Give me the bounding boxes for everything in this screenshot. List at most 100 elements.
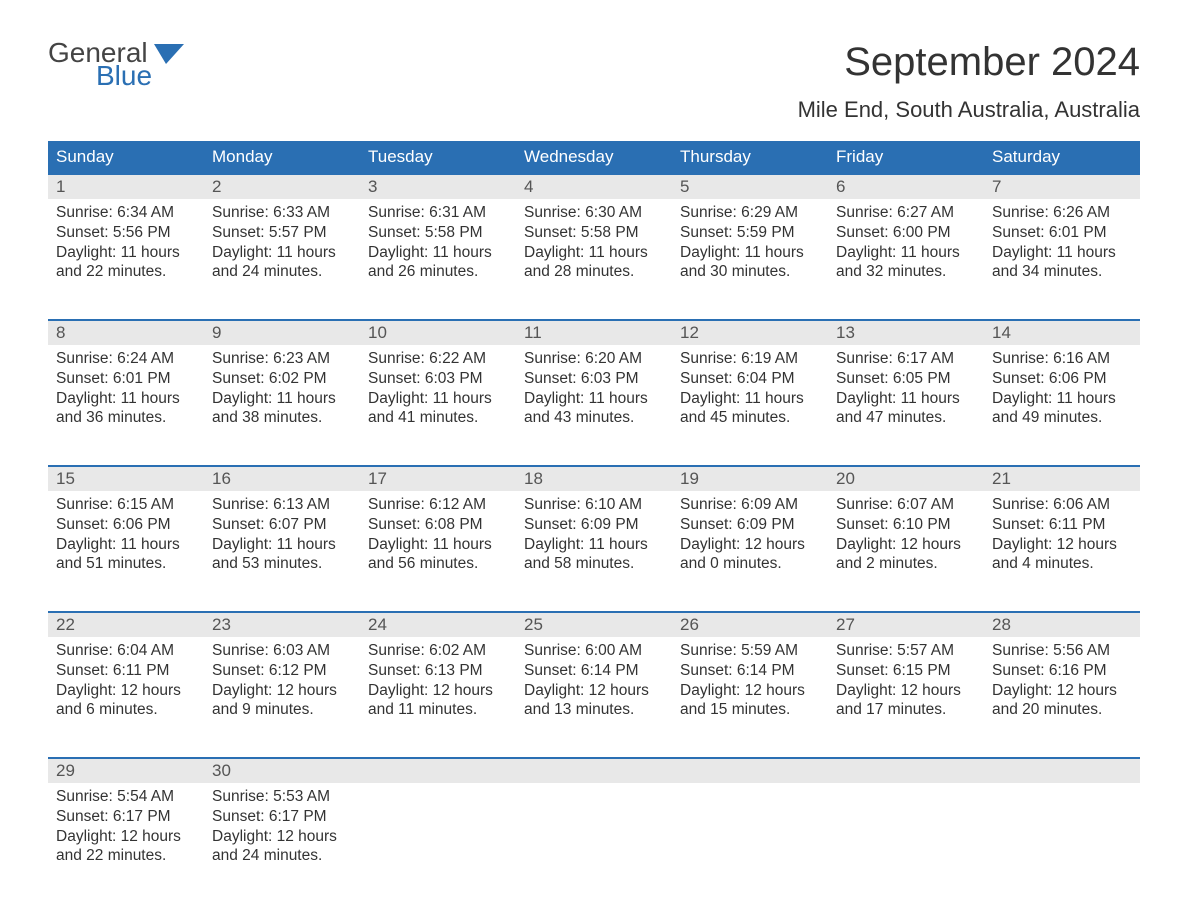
day-number: 6 — [828, 175, 984, 199]
sunrise-text: Sunrise: 6:27 AM — [836, 203, 976, 223]
day-cell: Sunrise: 6:26 AMSunset: 6:01 PMDaylight:… — [984, 199, 1140, 305]
day-number: 19 — [672, 467, 828, 491]
daylight-text-1: Daylight: 11 hours — [524, 389, 664, 409]
day-cell — [828, 783, 984, 889]
daylight-text-1: Daylight: 11 hours — [836, 389, 976, 409]
sunset-text: Sunset: 6:15 PM — [836, 661, 976, 681]
daylight-text-2: and 2 minutes. — [836, 554, 976, 574]
day-cell: Sunrise: 6:07 AMSunset: 6:10 PMDaylight:… — [828, 491, 984, 597]
sunrise-text: Sunrise: 6:15 AM — [56, 495, 196, 515]
day-cell — [360, 783, 516, 889]
week-row: 22232425262728Sunrise: 6:04 AMSunset: 6:… — [48, 611, 1140, 743]
sunrise-text: Sunrise: 6:04 AM — [56, 641, 196, 661]
sunrise-text: Sunrise: 6:13 AM — [212, 495, 352, 515]
daylight-text-1: Daylight: 11 hours — [680, 243, 820, 263]
daylight-text-1: Daylight: 12 hours — [992, 681, 1132, 701]
day-cell: Sunrise: 6:27 AMSunset: 6:00 PMDaylight:… — [828, 199, 984, 305]
sunset-text: Sunset: 6:17 PM — [56, 807, 196, 827]
day-of-week-cell: Thursday — [672, 141, 828, 173]
sunset-text: Sunset: 6:14 PM — [524, 661, 664, 681]
daylight-text-1: Daylight: 12 hours — [836, 535, 976, 555]
day-number: 18 — [516, 467, 672, 491]
day-cell: Sunrise: 6:12 AMSunset: 6:08 PMDaylight:… — [360, 491, 516, 597]
daylight-text-2: and 22 minutes. — [56, 846, 196, 866]
sunset-text: Sunset: 6:06 PM — [56, 515, 196, 535]
sunset-text: Sunset: 6:01 PM — [992, 223, 1132, 243]
daylight-text-1: Daylight: 11 hours — [524, 535, 664, 555]
daylight-text-2: and 53 minutes. — [212, 554, 352, 574]
day-of-week-cell: Sunday — [48, 141, 204, 173]
sunset-text: Sunset: 5:58 PM — [524, 223, 664, 243]
day-number: 21 — [984, 467, 1140, 491]
daylight-text-1: Daylight: 11 hours — [524, 243, 664, 263]
day-number: 14 — [984, 321, 1140, 345]
sunrise-text: Sunrise: 6:02 AM — [368, 641, 508, 661]
week-row: 891011121314Sunrise: 6:24 AMSunset: 6:01… — [48, 319, 1140, 451]
day-number: 11 — [516, 321, 672, 345]
daylight-text-1: Daylight: 11 hours — [680, 389, 820, 409]
sunset-text: Sunset: 6:06 PM — [992, 369, 1132, 389]
day-number: 13 — [828, 321, 984, 345]
sunset-text: Sunset: 5:57 PM — [212, 223, 352, 243]
title-block: September 2024 Mile End, South Australia… — [798, 40, 1140, 123]
sunrise-text: Sunrise: 6:24 AM — [56, 349, 196, 369]
daylight-text-2: and 9 minutes. — [212, 700, 352, 720]
sunrise-text: Sunrise: 6:17 AM — [836, 349, 976, 369]
daylight-text-2: and 17 minutes. — [836, 700, 976, 720]
day-of-week-cell: Tuesday — [360, 141, 516, 173]
daylight-text-2: and 36 minutes. — [56, 408, 196, 428]
daylight-text-2: and 11 minutes. — [368, 700, 508, 720]
day-cell: Sunrise: 5:57 AMSunset: 6:15 PMDaylight:… — [828, 637, 984, 743]
daylight-text-1: Daylight: 12 hours — [836, 681, 976, 701]
sunrise-text: Sunrise: 6:00 AM — [524, 641, 664, 661]
day-number: 28 — [984, 613, 1140, 637]
daylight-text-1: Daylight: 11 hours — [212, 243, 352, 263]
daylight-text-2: and 20 minutes. — [992, 700, 1132, 720]
day-number-row: 891011121314 — [48, 321, 1140, 345]
sunset-text: Sunset: 5:58 PM — [368, 223, 508, 243]
sunrise-text: Sunrise: 6:20 AM — [524, 349, 664, 369]
sunset-text: Sunset: 6:04 PM — [680, 369, 820, 389]
daylight-text-2: and 45 minutes. — [680, 408, 820, 428]
sunrise-text: Sunrise: 6:09 AM — [680, 495, 820, 515]
daylight-text-2: and 4 minutes. — [992, 554, 1132, 574]
sunrise-text: Sunrise: 6:33 AM — [212, 203, 352, 223]
day-number: 24 — [360, 613, 516, 637]
daylight-text-1: Daylight: 12 hours — [680, 535, 820, 555]
sunrise-text: Sunrise: 6:30 AM — [524, 203, 664, 223]
sunrise-text: Sunrise: 6:06 AM — [992, 495, 1132, 515]
daylight-text-2: and 6 minutes. — [56, 700, 196, 720]
day-number — [672, 759, 828, 783]
day-number: 27 — [828, 613, 984, 637]
sunset-text: Sunset: 6:11 PM — [992, 515, 1132, 535]
daylight-text-1: Daylight: 11 hours — [56, 243, 196, 263]
day-cell: Sunrise: 6:02 AMSunset: 6:13 PMDaylight:… — [360, 637, 516, 743]
sunrise-text: Sunrise: 6:12 AM — [368, 495, 508, 515]
sunrise-text: Sunrise: 6:10 AM — [524, 495, 664, 515]
sunset-text: Sunset: 6:00 PM — [836, 223, 976, 243]
day-cell: Sunrise: 5:54 AMSunset: 6:17 PMDaylight:… — [48, 783, 204, 889]
week-row: 2930Sunrise: 5:54 AMSunset: 6:17 PMDayli… — [48, 757, 1140, 889]
day-cell: Sunrise: 6:17 AMSunset: 6:05 PMDaylight:… — [828, 345, 984, 451]
daylight-text-2: and 34 minutes. — [992, 262, 1132, 282]
daylight-text-2: and 38 minutes. — [212, 408, 352, 428]
daylight-text-2: and 28 minutes. — [524, 262, 664, 282]
day-number: 22 — [48, 613, 204, 637]
calendar-document: General Blue September 2024 Mile End, So… — [0, 0, 1188, 918]
daylight-text-1: Daylight: 11 hours — [212, 535, 352, 555]
daylight-text-2: and 15 minutes. — [680, 700, 820, 720]
day-cell: Sunrise: 6:20 AMSunset: 6:03 PMDaylight:… — [516, 345, 672, 451]
sunrise-text: Sunrise: 6:16 AM — [992, 349, 1132, 369]
logo-flag-icon — [154, 44, 184, 67]
day-number — [516, 759, 672, 783]
daylight-text-2: and 41 minutes. — [368, 408, 508, 428]
sunset-text: Sunset: 6:07 PM — [212, 515, 352, 535]
day-number — [828, 759, 984, 783]
day-cell: Sunrise: 6:09 AMSunset: 6:09 PMDaylight:… — [672, 491, 828, 597]
daylight-text-2: and 26 minutes. — [368, 262, 508, 282]
day-cell: Sunrise: 6:23 AMSunset: 6:02 PMDaylight:… — [204, 345, 360, 451]
day-cell: Sunrise: 5:56 AMSunset: 6:16 PMDaylight:… — [984, 637, 1140, 743]
daylight-text-1: Daylight: 11 hours — [56, 535, 196, 555]
day-number: 4 — [516, 175, 672, 199]
day-number: 1 — [48, 175, 204, 199]
